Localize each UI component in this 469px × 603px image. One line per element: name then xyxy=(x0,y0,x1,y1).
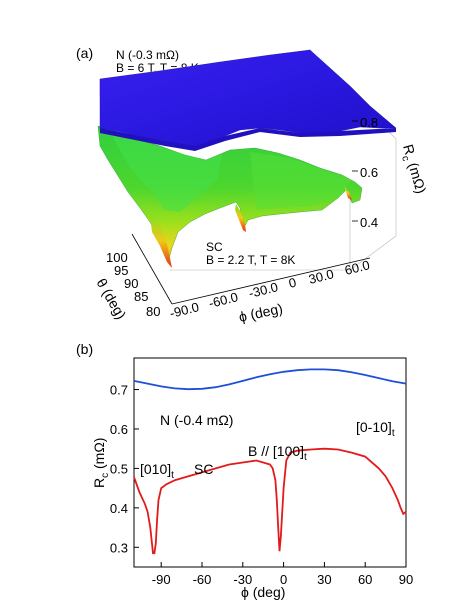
x-tick-label: -90 xyxy=(152,572,171,587)
x-tick-label: -60 xyxy=(193,572,212,587)
z-tick-label: 0.4 xyxy=(360,215,378,230)
sc-surface-ridge xyxy=(110,132,222,212)
sc-dip-right xyxy=(344,186,352,200)
phi-axis-label: ϕ (deg) xyxy=(237,300,284,325)
panel-a: (a) N (-0.3 mΩ) B = 6 T, T = 8 K xyxy=(76,45,429,325)
normal-surface-front-edge xyxy=(100,128,396,151)
z-tick-label: 0.6 xyxy=(360,165,378,180)
x-tick-label: 90 xyxy=(399,572,413,587)
sc-annotation: SC xyxy=(206,240,223,254)
x-tick-label: -30 xyxy=(233,572,252,587)
z-axis-label: Rc (mΩ) xyxy=(396,142,429,196)
sc-surface-ridge-right xyxy=(250,152,352,210)
field-direction-label: B // [100]t xyxy=(248,443,307,463)
y-tick-label: 0.3 xyxy=(110,540,128,555)
panel-b: (b) 0.3 0.4 0.5 0.6 0.7 -90 -60 -30 0 30 60 90 N (… xyxy=(76,341,413,600)
phi-tick-label: -30.0 xyxy=(247,279,279,301)
y-axis: 0.3 0.4 0.5 0.6 0.7 xyxy=(110,383,139,555)
normal-annotation: N (-0.3 mΩ) xyxy=(116,48,179,62)
theta-axis: 100 95 90 85 80 θ (deg) xyxy=(93,233,173,322)
phi-tick-label: -60.0 xyxy=(207,289,239,311)
x-axis-label: ϕ (deg) xyxy=(241,584,285,600)
panel-a-label: (a) xyxy=(76,45,93,61)
phi-tick-label: 30.0 xyxy=(307,266,335,287)
x-tick-label: 0 xyxy=(280,572,287,587)
normal-series-label: N (-0.4 mΩ) xyxy=(160,412,233,428)
phi-tick-label: -90.0 xyxy=(168,299,200,321)
y-tick-label: 0.6 xyxy=(110,422,128,437)
left-direction-label: [010]t xyxy=(140,461,174,481)
theta-tick-label: 85 xyxy=(134,289,148,304)
sc-dip-left xyxy=(150,214,172,268)
y-axis-label: Rc (mΩ) xyxy=(91,438,111,488)
right-direction-label: [0-10]t xyxy=(356,419,395,439)
y-tick-label: 0.4 xyxy=(110,501,128,516)
theta-tick-label: 95 xyxy=(114,263,128,278)
x-axis: -90 -60 -30 0 30 60 90 xyxy=(152,562,413,587)
y-tick-label: 0.5 xyxy=(110,461,128,476)
sc-field-annotation: B = 2.2 T, T = 8K xyxy=(206,253,295,267)
theta-tick-label: 100 xyxy=(106,250,128,265)
x-tick-label: 30 xyxy=(317,572,331,587)
phi-axis: -90.0 -60.0 -30.0 0 30.0 60.0 ϕ (deg) xyxy=(168,257,371,325)
z-tick-label: 0.8 xyxy=(360,115,378,130)
x-tick-label: 60 xyxy=(358,572,372,587)
theta-tick-label: 90 xyxy=(124,276,138,291)
phi-tick-label: 0 xyxy=(287,275,298,291)
series-line-normal xyxy=(133,368,407,391)
sc-series-label: SC xyxy=(194,461,213,477)
series-line-sc xyxy=(133,447,407,555)
panel-b-label: (b) xyxy=(76,341,93,357)
plot-frame xyxy=(133,357,407,568)
phi-tick-label: 60.0 xyxy=(343,257,371,278)
theta-tick-label: 80 xyxy=(146,304,160,319)
y-tick-label: 0.7 xyxy=(110,383,128,398)
sc-dip-center xyxy=(235,204,246,232)
